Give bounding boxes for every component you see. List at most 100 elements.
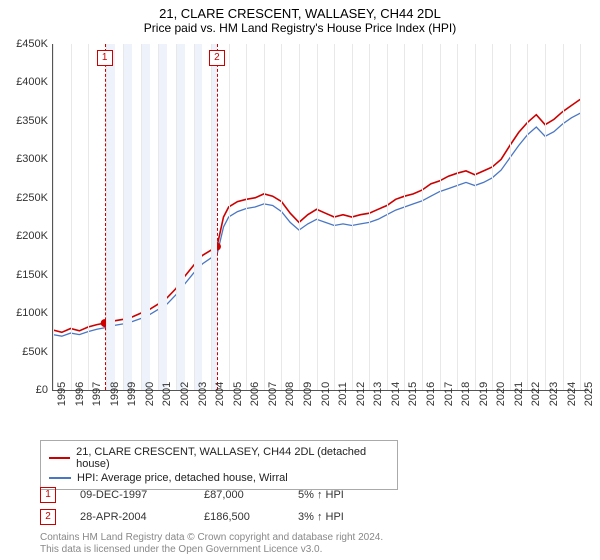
gridline-vertical — [88, 44, 89, 390]
gridline-vertical — [158, 44, 159, 390]
x-tick-label: 1996 — [74, 382, 86, 406]
sales-table: 1 09-DEC-1997 £87,000 5% ↑ HPI 2 28-APR-… — [40, 484, 378, 528]
ownership-band — [194, 44, 203, 390]
sale-reference-line — [217, 44, 218, 390]
sale-marker-box: 1 — [97, 50, 113, 66]
sale-marker-box: 2 — [40, 509, 56, 525]
legend-swatch-red — [49, 457, 70, 459]
legend-label: HPI: Average price, detached house, Wirr… — [77, 472, 288, 484]
line-chart-svg — [53, 44, 589, 390]
gridline-vertical — [299, 44, 300, 390]
y-tick-label: £0 — [36, 384, 48, 396]
x-tick-label: 2022 — [530, 382, 542, 406]
gridline-vertical — [457, 44, 458, 390]
gridline-vertical — [492, 44, 493, 390]
x-tick-label: 2021 — [513, 382, 525, 406]
gridline-vertical — [334, 44, 335, 390]
x-tick-label: 1998 — [109, 382, 121, 406]
x-tick-label: 2008 — [284, 382, 296, 406]
legend-label: 21, CLARE CRESCENT, WALLASEY, CH44 2DL (… — [76, 446, 389, 470]
chart-title: 21, CLARE CRESCENT, WALLASEY, CH44 2DL — [0, 0, 600, 21]
x-tick-label: 2023 — [548, 382, 560, 406]
gridline-vertical — [281, 44, 282, 390]
x-tick-label: 2006 — [249, 382, 261, 406]
y-tick-label: £50K — [22, 346, 48, 358]
legend-item-property: 21, CLARE CRESCENT, WALLASEY, CH44 2DL (… — [49, 445, 389, 471]
sale-date: 09-DEC-1997 — [80, 489, 180, 501]
x-tick-label: 2014 — [390, 382, 402, 406]
x-tick-label: 1997 — [91, 382, 103, 406]
y-tick-label: £450K — [16, 38, 48, 50]
gridline-vertical — [440, 44, 441, 390]
y-tick-label: £150K — [16, 269, 48, 281]
sale-price: £186,500 — [204, 511, 274, 523]
x-tick-label: 2017 — [443, 382, 455, 406]
gridline-vertical — [580, 44, 581, 390]
gridline-vertical — [194, 44, 195, 390]
y-tick-label: £200K — [16, 230, 48, 242]
gridline-vertical — [141, 44, 142, 390]
gridline-vertical — [211, 44, 212, 390]
gridline-vertical — [71, 44, 72, 390]
gridline-vertical — [475, 44, 476, 390]
x-tick-label: 2016 — [425, 382, 437, 406]
footer-line: This data is licensed under the Open Gov… — [40, 544, 383, 556]
x-tick-label: 2020 — [495, 382, 507, 406]
gridline-vertical — [352, 44, 353, 390]
chart-container: 21, CLARE CRESCENT, WALLASEY, CH44 2DL P… — [0, 0, 600, 560]
gridline-vertical — [176, 44, 177, 390]
x-tick-label: 2015 — [407, 382, 419, 406]
x-tick-label: 2003 — [197, 382, 209, 406]
sale-price: £87,000 — [204, 489, 274, 501]
footer-line: Contains HM Land Registry data © Crown c… — [40, 532, 383, 544]
x-tick-label: 2011 — [337, 382, 349, 406]
footer-attribution: Contains HM Land Registry data © Crown c… — [40, 532, 383, 556]
x-tick-label: 2025 — [583, 382, 595, 406]
gridline-vertical — [123, 44, 124, 390]
y-tick-label: £250K — [16, 192, 48, 204]
gridline-vertical — [246, 44, 247, 390]
sale-hpi: 3% ↑ HPI — [298, 511, 378, 523]
legend-swatch-blue — [49, 477, 71, 479]
gridline-vertical — [545, 44, 546, 390]
chart-subtitle: Price paid vs. HM Land Registry's House … — [0, 21, 600, 39]
gridline-vertical — [563, 44, 564, 390]
plot-area: 12 — [52, 44, 589, 391]
x-tick-label: 2012 — [355, 382, 367, 406]
gridline-vertical — [387, 44, 388, 390]
x-tick-label: 1999 — [126, 382, 138, 406]
legend: 21, CLARE CRESCENT, WALLASEY, CH44 2DL (… — [40, 440, 398, 490]
ownership-band — [106, 44, 115, 390]
x-tick-label: 2019 — [478, 382, 490, 406]
y-tick-label: £350K — [16, 115, 48, 127]
gridline-vertical — [527, 44, 528, 390]
ownership-band — [123, 44, 132, 390]
gridline-vertical — [422, 44, 423, 390]
gridline-vertical — [229, 44, 230, 390]
sale-reference-line — [105, 44, 106, 390]
sale-date: 28-APR-2004 — [80, 511, 180, 523]
x-tick-label: 2013 — [372, 382, 384, 406]
ownership-band — [141, 44, 150, 390]
sale-row: 1 09-DEC-1997 £87,000 5% ↑ HPI — [40, 484, 378, 506]
x-tick-label: 2004 — [214, 382, 226, 406]
gridline-vertical — [404, 44, 405, 390]
x-tick-label: 2018 — [460, 382, 472, 406]
sale-row: 2 28-APR-2004 £186,500 3% ↑ HPI — [40, 506, 378, 528]
x-tick-label: 2010 — [320, 382, 332, 406]
y-tick-label: £400K — [16, 76, 48, 88]
sale-marker-box: 2 — [209, 50, 225, 66]
gridline-vertical — [264, 44, 265, 390]
x-tick-label: 2002 — [179, 382, 191, 406]
sale-marker-box: 1 — [40, 487, 56, 503]
x-tick-label: 2000 — [144, 382, 156, 406]
y-tick-label: £100K — [16, 307, 48, 319]
legend-item-hpi: HPI: Average price, detached house, Wirr… — [49, 471, 389, 485]
gridline-vertical — [53, 44, 54, 390]
ownership-band — [158, 44, 167, 390]
sale-hpi: 5% ↑ HPI — [298, 489, 378, 501]
gridline-vertical — [106, 44, 107, 390]
gridline-vertical — [317, 44, 318, 390]
x-tick-label: 2001 — [161, 382, 173, 406]
x-tick-label: 2024 — [566, 382, 578, 406]
